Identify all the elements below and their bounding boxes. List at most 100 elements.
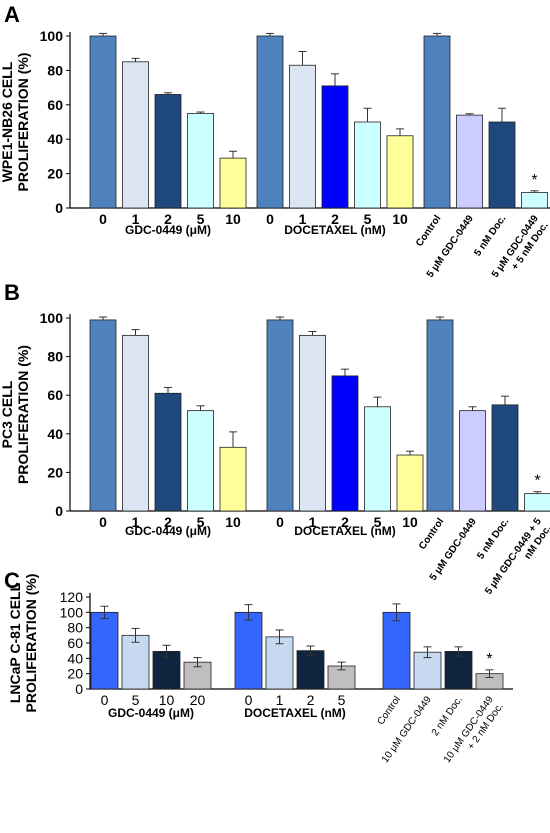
- bar: [521, 192, 548, 209]
- x-tick-label: 5: [374, 514, 382, 530]
- bar: [456, 114, 483, 209]
- bar: [219, 157, 247, 209]
- x-tick-label: 5: [197, 211, 205, 227]
- x-tick-label: 20: [190, 692, 206, 708]
- x-tick-label: 2: [164, 514, 172, 530]
- x-tick-label: Control: [375, 694, 403, 727]
- y-tick-label: 0: [75, 681, 83, 697]
- y-tick-label: 40: [67, 650, 83, 666]
- x-tick-label: 10: [225, 211, 241, 227]
- x-tick-label: 2: [164, 211, 172, 227]
- bar: [265, 636, 294, 690]
- y-tick-label: 100: [40, 28, 64, 44]
- x-tick-label: 5 nM Doc.: [475, 516, 511, 561]
- x-tick-label: 10: [402, 514, 418, 530]
- bar: [354, 121, 381, 209]
- x-tick-label: 5 nM Doc.: [472, 213, 508, 258]
- bar: [386, 135, 414, 209]
- bar: [89, 35, 117, 209]
- y-axis-label: PROLIFERATION (%): [15, 345, 31, 484]
- y-tick-label: 20: [67, 666, 83, 682]
- bar: [364, 406, 391, 512]
- x-axis-label: DOCETAXEL (nM): [244, 706, 346, 720]
- y-tick-label: 80: [47, 349, 63, 365]
- bar: [187, 410, 214, 512]
- bar: [256, 35, 284, 209]
- bar: [122, 334, 149, 512]
- bar: [331, 375, 359, 512]
- y-tick-label: 40: [47, 131, 63, 147]
- bar-group: 0 1 2 5 10 GDC-0449 (μM): [89, 316, 247, 538]
- bar: [154, 392, 182, 512]
- x-tick-label: 1: [132, 514, 140, 530]
- x-tick-label: 0: [276, 514, 284, 530]
- x-tick-label: 5: [197, 514, 205, 530]
- x-tick-label: 2: [307, 692, 315, 708]
- bar: [444, 651, 473, 690]
- x-tick-label-line: Control: [414, 213, 444, 249]
- y-tick-label: 40: [47, 426, 63, 442]
- x-tick-label: 5: [132, 692, 140, 708]
- x-tick-label: 0: [245, 692, 253, 708]
- bar: [266, 319, 294, 512]
- x-tick-label: 1: [132, 211, 140, 227]
- y-axis-label: LNCaP C-81 CELL: [7, 582, 23, 703]
- x-tick-label: 5: [364, 211, 372, 227]
- x-axis-label: DOCETAXEL (nM): [284, 223, 386, 237]
- bar: [382, 611, 411, 690]
- bar-group: 0 1 2 5 10 DOCETAXEL (nM): [266, 316, 424, 538]
- x-tick-label: 2 nM Doc.: [430, 694, 465, 738]
- y-tick-label: 100: [40, 310, 64, 326]
- y-tick-label: 120: [60, 589, 84, 605]
- x-tick-label: 0: [101, 692, 109, 708]
- x-tick-label: 1: [309, 514, 317, 530]
- x-tick-label: 1: [299, 211, 307, 227]
- y-tick-label: 0: [55, 200, 63, 216]
- x-tick-label: 0: [99, 514, 107, 530]
- x-tick-label: 10: [159, 692, 175, 708]
- y-tick-label: 60: [47, 387, 63, 403]
- significance-star: *: [534, 473, 540, 490]
- y-axis-label: WPE1-NB26 CELL: [0, 61, 15, 182]
- bar: [296, 650, 325, 690]
- y-axis-label: PROLIFERATION (%): [15, 53, 31, 192]
- y-tick-label: 60: [47, 97, 63, 113]
- x-tick-label: 10: [225, 514, 241, 530]
- significance-star: *: [531, 172, 537, 189]
- significance-star: *: [486, 651, 492, 668]
- bar: [289, 64, 316, 209]
- bar: [299, 334, 326, 512]
- bar: [524, 493, 550, 512]
- x-tick-label: 10: [392, 211, 408, 227]
- x-axis-label: GDC-0449 (μM): [125, 524, 211, 538]
- y-tick-label: 80: [67, 620, 83, 636]
- x-axis-label: DOCETAXEL (nM): [294, 524, 396, 538]
- bar: [396, 454, 424, 512]
- y-tick-label: 60: [67, 635, 83, 651]
- x-tick-label: Control: [417, 516, 447, 552]
- bar: [491, 404, 519, 512]
- panel-label: C: [4, 568, 20, 593]
- y-tick-label: 0: [55, 503, 63, 519]
- bar: [122, 61, 149, 209]
- x-tick-label-line: 5 nM Doc.: [472, 213, 508, 258]
- bar: [488, 121, 516, 209]
- bar: [219, 446, 247, 512]
- x-tick-label-line: 2 nM Doc.: [430, 694, 465, 738]
- x-tick-label: 0: [99, 211, 107, 227]
- bar: [121, 634, 150, 690]
- bar: [426, 319, 454, 512]
- bar: [321, 85, 349, 209]
- bar: [234, 611, 263, 690]
- x-tick-label-line: 5 nM Doc.: [475, 516, 511, 561]
- y-tick-label: 20: [47, 464, 63, 480]
- bar: [154, 94, 182, 209]
